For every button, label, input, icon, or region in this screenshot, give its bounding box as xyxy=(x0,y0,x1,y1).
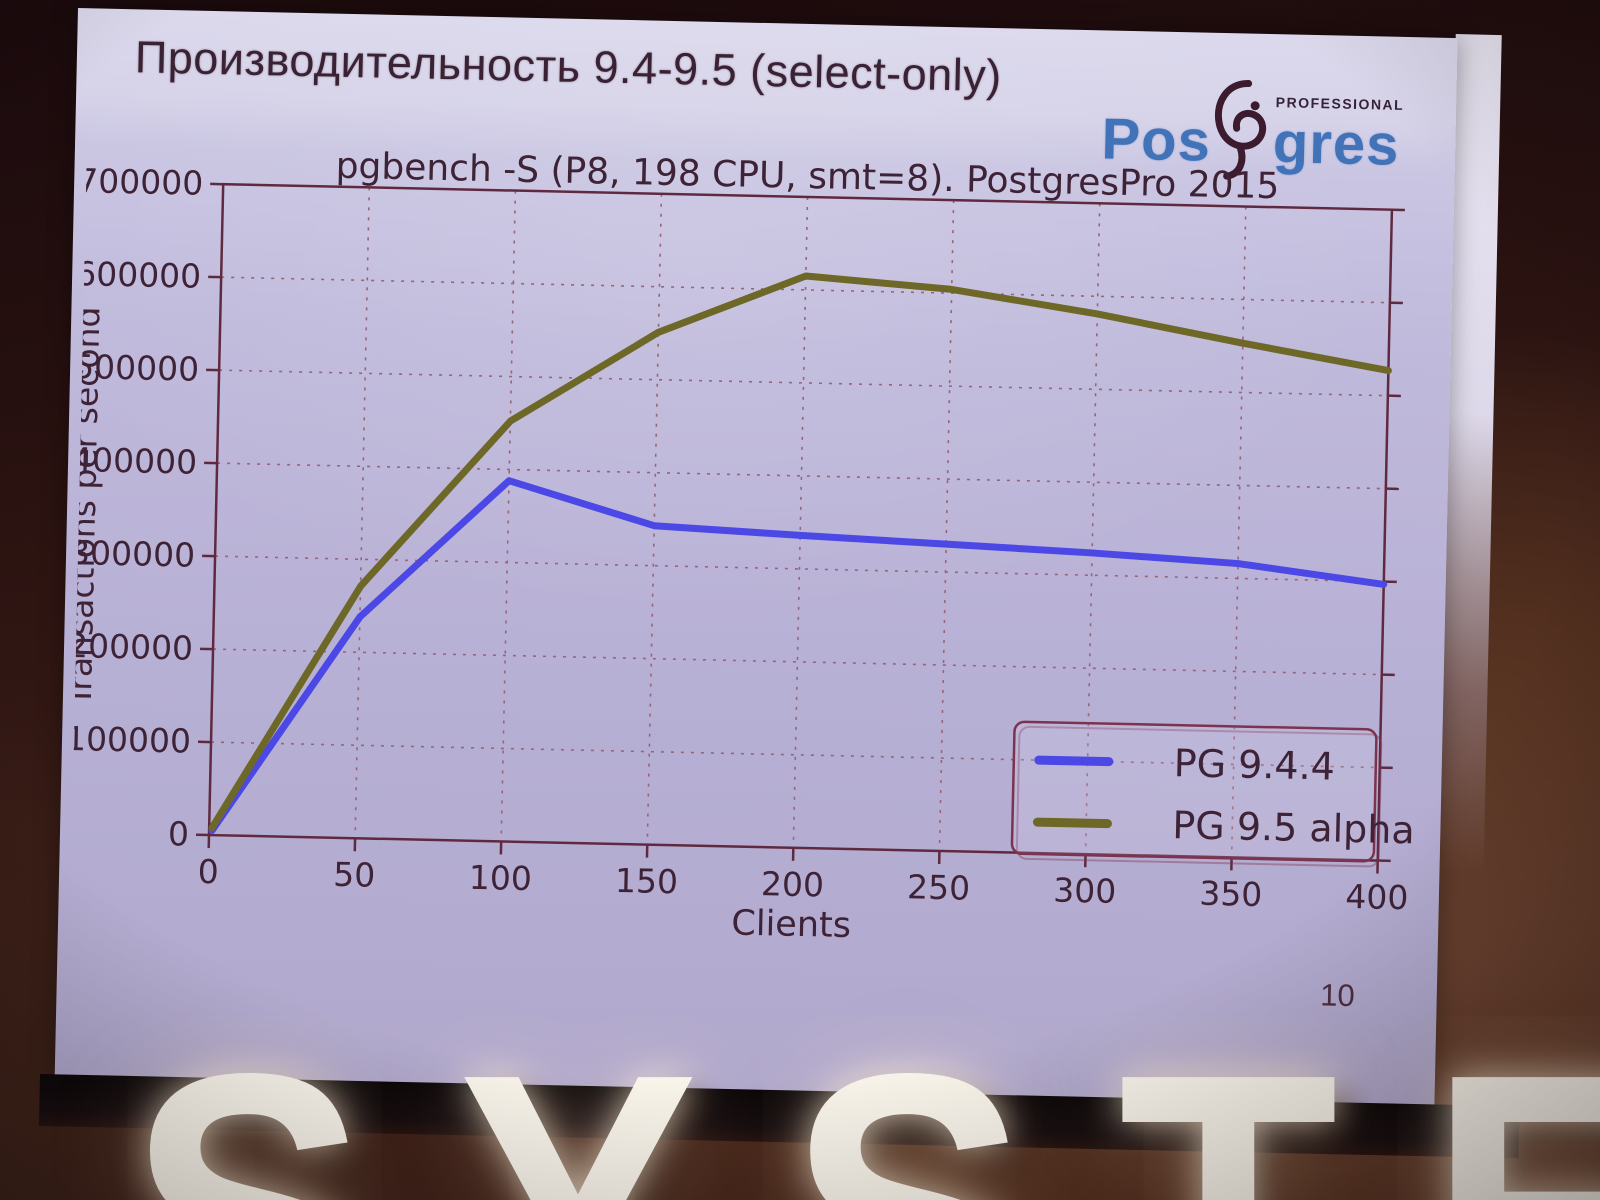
slide-title: Производительность 9.4-9.5 (select-only) xyxy=(134,31,1003,102)
legend-swatch xyxy=(1032,817,1112,829)
y-tick-label: 700000 xyxy=(77,161,204,203)
y-tick-label: 200000 xyxy=(69,626,193,668)
y-tick-label: 500000 xyxy=(73,347,200,389)
postgres-professional-logo: Pos PROFESSIONAL gres xyxy=(1101,72,1405,180)
y-tick-label: 100000 xyxy=(69,719,191,761)
x-gridline xyxy=(1084,203,1101,855)
x-gridline xyxy=(646,193,663,845)
legend-shadow xyxy=(1015,725,1383,868)
projection-screen: Производительность 9.4-9.5 (select-only)… xyxy=(54,8,1502,1106)
legend-label: PG 9.4.4 xyxy=(1173,741,1335,789)
x-gridline xyxy=(354,187,371,839)
elephant-icon xyxy=(1214,80,1266,180)
plot-border xyxy=(207,182,1394,862)
slide: Производительность 9.4-9.5 (select-only)… xyxy=(54,8,1458,1106)
y-tick-label: 600000 xyxy=(75,254,202,296)
logo-right-column: PROFESSIONAL gres xyxy=(1272,94,1404,178)
x-tick-label: 400 xyxy=(1345,877,1409,917)
x-tick-label: 150 xyxy=(615,861,679,901)
y-gridline xyxy=(219,369,1388,397)
y-gridline xyxy=(213,648,1382,676)
x-tick-label: 200 xyxy=(761,864,825,904)
x-gridline xyxy=(500,190,517,842)
x-gridline xyxy=(1230,206,1247,858)
series-line-pg-9-5-alpha-2 xyxy=(208,272,1392,832)
y-tick-label: 400000 xyxy=(71,440,198,482)
x-tick-label: 250 xyxy=(907,867,971,907)
y-tick-label: 300000 xyxy=(69,533,195,575)
legend-swatch xyxy=(1034,755,1114,767)
chart-generated: 0 100000 200000 300000 400000 500000 600000 700… xyxy=(69,161,1427,917)
y-tick-label: 0 xyxy=(168,814,190,853)
sign-letters: SYSTE xyxy=(128,1014,1600,1200)
x-tick-label: 100 xyxy=(468,858,532,898)
x-axis-title: Clients xyxy=(731,903,851,946)
chart-svg: 0 100000 200000 300000 400000 500000 600000 700… xyxy=(69,146,1427,946)
x-tick-label: 0 xyxy=(197,852,219,891)
legend-label: PG 9.5 alpha 2 xyxy=(1172,803,1427,853)
x-tick-label: 350 xyxy=(1199,874,1263,914)
x-tick-label: 50 xyxy=(333,855,376,895)
series-line-pg-9-4-4 xyxy=(208,477,1388,834)
x-gridline xyxy=(792,196,809,848)
x-tick-label: 300 xyxy=(1053,870,1117,910)
x-gridline xyxy=(938,200,955,852)
